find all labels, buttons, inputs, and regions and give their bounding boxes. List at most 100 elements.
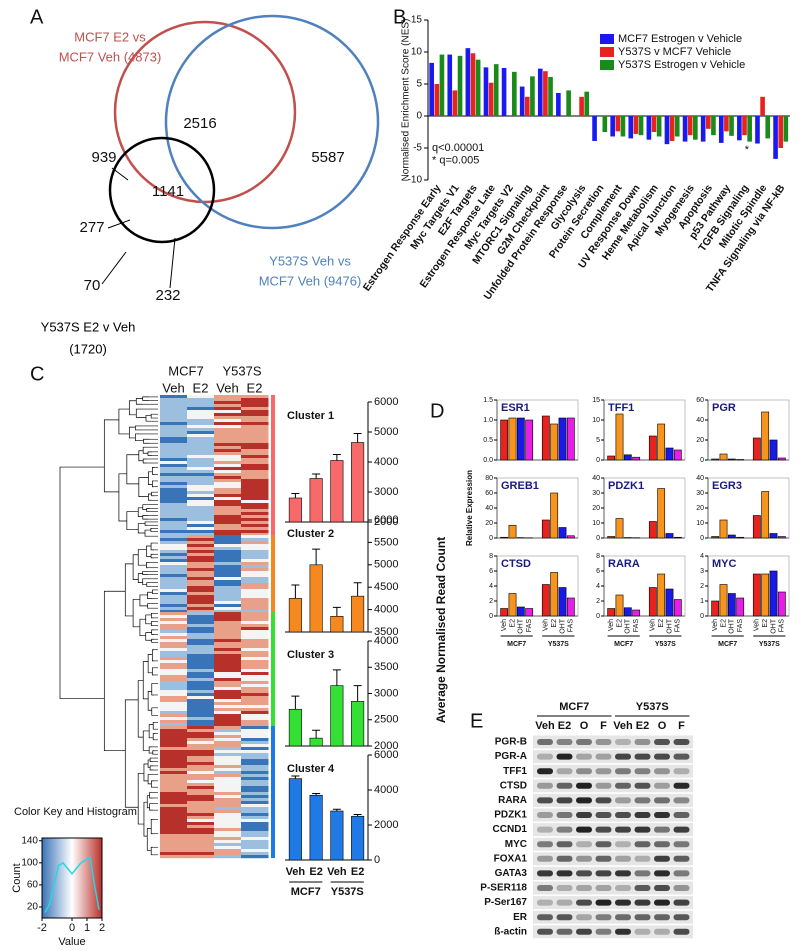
heat-cell (241, 645, 269, 649)
heat-cell (241, 627, 269, 631)
heat-cell (214, 711, 242, 715)
x-tick-label: Veh (327, 866, 347, 878)
chart-title: Cluster 3 (287, 649, 334, 661)
bar (550, 572, 559, 617)
heat-cell (214, 428, 242, 432)
venn-count: 232 (155, 287, 180, 304)
bar (483, 67, 489, 116)
heat-cell (241, 816, 269, 820)
heat-cell (241, 735, 269, 739)
heat-cell (160, 705, 188, 709)
heat-cell (187, 449, 215, 453)
heat-cell (160, 533, 188, 537)
heat-cell (160, 840, 188, 844)
blot-strip (533, 750, 693, 764)
heat-cell (160, 648, 188, 652)
band (556, 899, 573, 906)
heat-cell (241, 473, 269, 477)
heat-cell (187, 648, 215, 652)
heat-cell (214, 500, 242, 504)
venn-count: 70 (84, 277, 101, 294)
heat-cell (214, 630, 242, 634)
heat-cell (214, 723, 242, 727)
heat-cell (160, 401, 188, 405)
venn-circle (113, 20, 297, 204)
lane-label: F (600, 720, 607, 732)
heat-cell (187, 530, 215, 534)
heat-cell (214, 759, 242, 763)
error-bar (332, 606, 341, 617)
lane-label: F (678, 720, 685, 732)
heat-cell (187, 610, 215, 614)
bar (769, 533, 778, 539)
heat-cell (187, 774, 215, 778)
heat-cell (187, 846, 215, 850)
heat-cell (214, 580, 242, 584)
annotation: * q=0.005 (432, 155, 479, 167)
venn-count: 1141 (152, 183, 184, 200)
bar (777, 536, 786, 539)
bar (705, 116, 711, 129)
heat-cell (241, 488, 269, 492)
heat-cell (160, 476, 188, 480)
heat-cell (241, 762, 269, 766)
heat-cell (160, 801, 188, 805)
pointer (169, 237, 176, 289)
dendro (142, 446, 148, 454)
heat-cell (187, 467, 215, 471)
heat-cell (160, 855, 188, 859)
bar (665, 588, 674, 617)
column-label: Veh (216, 380, 238, 395)
y-tick-label: 4000 (374, 456, 398, 468)
heat-cell (160, 422, 188, 426)
heat-cell (214, 831, 242, 835)
heat-cell (214, 612, 242, 616)
heat-cell (187, 717, 215, 721)
heat-cell (214, 639, 242, 643)
x-tick-label: OHT (518, 618, 525, 634)
heat-cell (160, 831, 188, 835)
band (576, 841, 592, 848)
heat-cell (214, 512, 242, 516)
heat-cell (160, 410, 188, 414)
band (615, 826, 631, 833)
x-tick-label: FAS (779, 619, 786, 633)
dendro (151, 707, 154, 716)
band (615, 841, 631, 848)
venn-label: MCF7 E2 vs (74, 29, 146, 44)
heat-cell (214, 822, 242, 826)
heat-cell (160, 789, 188, 793)
heat-cell (187, 663, 215, 667)
heat-cell (187, 792, 215, 796)
heat-cell (214, 595, 242, 599)
heat-cell (241, 765, 269, 769)
heat-cell (160, 690, 188, 694)
heat-cell (160, 595, 188, 599)
dendro (150, 846, 154, 856)
heat-cell (160, 747, 188, 751)
y-tick-label: 6 (489, 568, 493, 575)
heat-cell (160, 636, 188, 640)
blot-strip (533, 779, 693, 793)
heat-cell (187, 687, 215, 691)
heat-cell (187, 816, 215, 820)
heat-cell (187, 541, 215, 545)
heat-cell (241, 422, 269, 426)
y-tick-label: 6000 (374, 514, 398, 526)
heat-cell (187, 550, 215, 554)
heat-cell (241, 726, 269, 730)
bar (719, 519, 728, 539)
bar (309, 478, 323, 523)
heat-cell (187, 395, 215, 399)
heat-cell (241, 642, 269, 646)
bar (500, 536, 509, 539)
heat-cell (160, 675, 188, 679)
y-tick-label: 0 (596, 535, 600, 542)
heat-cell (160, 630, 188, 634)
venn-label: MCF7 Veh (9476) (259, 273, 362, 288)
y-tick-label: 0 (700, 535, 704, 542)
heat-cell (214, 533, 242, 537)
bar (566, 597, 575, 617)
error-bar (312, 793, 321, 796)
dendro (150, 528, 153, 532)
